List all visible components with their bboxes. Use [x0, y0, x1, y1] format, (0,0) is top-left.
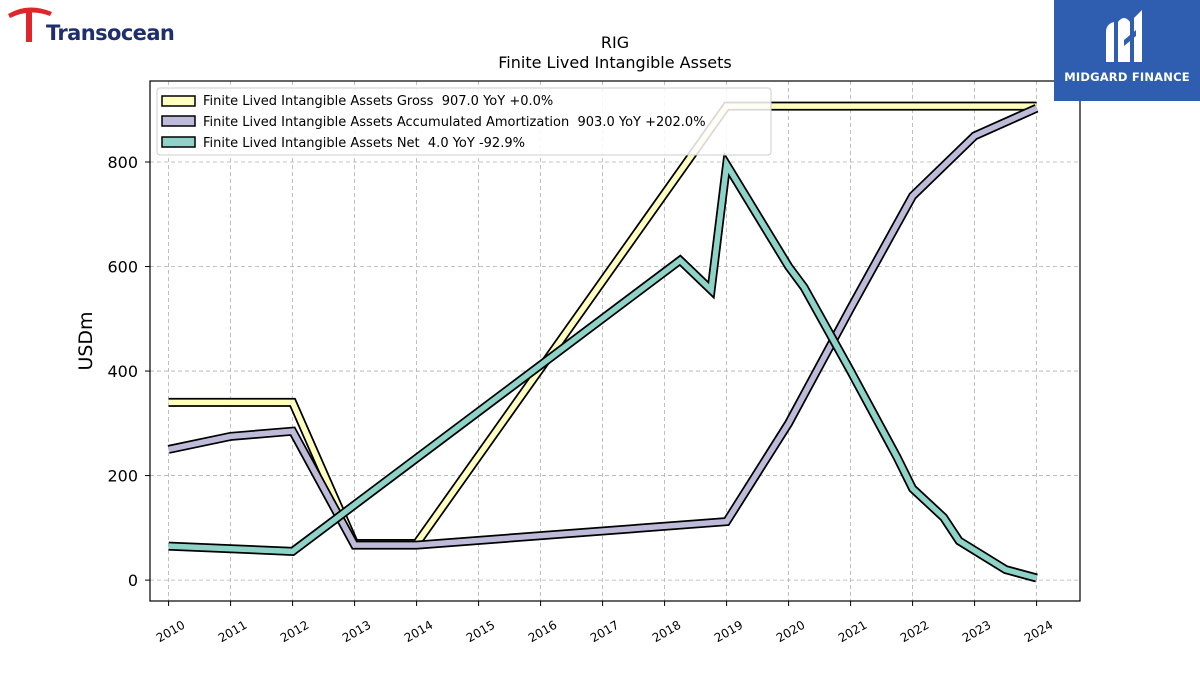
legend: Finite Lived Intangible Assets Gross 907… — [156, 87, 772, 156]
legend-label-net: Finite Lived Intangible Assets Net 4.0 Y… — [203, 136, 525, 151]
y-tick-label: 600 — [107, 258, 138, 277]
x-tick-label: 2019 — [712, 618, 745, 645]
transocean-logo-text: Transocean — [46, 21, 175, 45]
y-tick-label: 400 — [107, 362, 138, 381]
midgard-m-icon — [1106, 10, 1142, 62]
x-tick-label: 2018 — [650, 618, 683, 645]
series-layer — [167, 101, 1039, 583]
transocean-t-icon — [8, 7, 52, 42]
midgard-finance-logo: MIDGARD FINANCE — [1054, 0, 1200, 101]
grid — [150, 81, 1080, 601]
x-tick-label: 2014 — [402, 618, 435, 645]
x-tick-label: 2017 — [588, 618, 621, 645]
chart-title: RIG — [601, 33, 629, 52]
legend-label-gross: Finite Lived Intangible Assets Gross 907… — [203, 94, 553, 109]
y-tick-label: 800 — [107, 153, 138, 172]
x-tick-label: 2020 — [774, 618, 807, 645]
x-tick-label: 2010 — [154, 618, 187, 645]
series-core — [168, 156, 1038, 581]
x-tick-label: 2013 — [340, 618, 373, 645]
series-line-net — [168, 151, 1038, 583]
legend-swatch-net — [161, 136, 196, 148]
y-tick-label: 200 — [107, 467, 138, 486]
plot-frame — [149, 80, 1081, 602]
series-line-amortization — [167, 104, 1039, 550]
legend-swatch-gross — [161, 95, 196, 107]
transocean-logo: Transocean — [6, 4, 196, 45]
series-core — [168, 105, 1038, 548]
legend-label-amortization: Finite Lived Intangible Assets Accumulat… — [203, 115, 706, 130]
x-tick-label: 2021 — [836, 618, 869, 645]
legend-box — [156, 87, 772, 156]
x-tick-label: 2015 — [464, 618, 497, 645]
x-tick-label: 2023 — [960, 618, 993, 645]
legend-swatch-amortization — [161, 115, 196, 127]
y-tick-label: 0 — [128, 571, 138, 590]
chart-subtitle: Finite Lived Intangible Assets — [498, 53, 731, 72]
y-axis-label: USDm — [75, 311, 97, 370]
x-tick-label: 2012 — [278, 618, 311, 645]
x-tick-label: 2011 — [216, 618, 249, 645]
x-tick-label: 2024 — [1022, 618, 1055, 645]
midgard-finance-logo-text: MIDGARD FINANCE — [1064, 70, 1190, 84]
x-tick-label: 2016 — [526, 618, 559, 645]
x-tick-label: 2022 — [898, 618, 931, 645]
